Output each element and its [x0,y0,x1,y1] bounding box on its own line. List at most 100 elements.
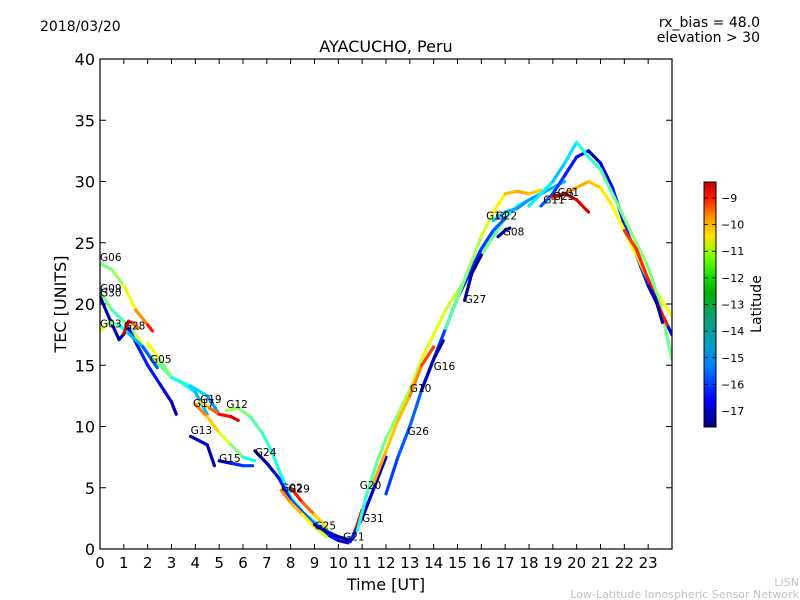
series-segment [539,192,555,208]
series-segment [396,388,412,416]
satellite-label: G17 [193,398,215,410]
satellite-label: G27 [465,294,487,306]
series-segment [372,455,388,490]
series-segment [188,434,202,443]
series-segment [241,455,257,463]
colorbar-label: Latitude [749,275,765,333]
series-segment [205,415,221,435]
date-label: 2018/03/20 [40,19,121,35]
y-tick-label: 0 [85,540,95,559]
series-segment [384,418,400,453]
x-tick-label: 11 [353,554,372,572]
series-segment [420,345,436,367]
series-segment [443,296,460,331]
satellite-label: G12 [226,399,248,411]
y-tick-label: 20 [75,295,95,314]
series-G16 [420,339,445,392]
satellite-label: G10 [410,383,432,395]
series-G29 [289,486,329,529]
series-segment [360,486,376,520]
series-segment [324,532,340,543]
satellite-label: G15 [219,453,241,465]
x-tick-label: 10 [329,554,348,572]
series-G10 [372,345,436,484]
series-segment [110,308,126,323]
series-segment [575,140,591,159]
series-segment [146,341,162,361]
series-segment [169,400,178,416]
series-segment [479,228,495,251]
x-tick-label: 1 [119,554,129,572]
rx-bias-label: rx_bias = 48.0 [659,15,760,31]
satellite-label: G28 [124,321,146,333]
colorbar-tick-label: −13 [721,299,744,312]
series-segment [134,308,150,327]
series-segment [260,431,274,453]
series-segment [122,284,138,312]
series-segment [336,538,350,545]
series-segment [131,322,140,331]
x-tick-label: 12 [376,554,395,572]
series-segment [236,406,252,419]
satellite-label: G26 [407,426,429,438]
series-segment [551,161,567,184]
series-segment [100,295,112,321]
series-segment [372,449,388,484]
x-tick-label: 19 [543,554,562,572]
series-segment [217,459,233,465]
series-segment [646,284,657,300]
series-segment [634,241,650,269]
series-segment [146,363,162,386]
series-segment [408,363,424,398]
series-segment [122,319,131,335]
series-segment [277,476,293,502]
series-segment [205,443,216,468]
series-segment [136,345,150,367]
satellite-label: G05 [150,354,172,366]
series-segment [443,290,460,312]
satellite-label: G01 [558,187,580,199]
series-G01 [551,192,591,214]
colorbar-tick-label: −17 [721,405,744,418]
y-tick-label: 35 [75,111,95,130]
series-segment [229,415,240,422]
satellite-label: G08 [503,226,525,238]
series-G26 [384,216,507,496]
x-tick-label: 13 [400,554,419,572]
series-segment [100,320,112,333]
series-segment [384,455,400,496]
series-segment [408,357,424,392]
x-tick-label: 21 [591,554,610,572]
satellite-label: G11 [543,195,565,207]
series-G14 [443,188,543,331]
x-tick-label: 17 [496,554,515,572]
x-tick-label: 3 [167,554,177,572]
series-segment [146,323,155,333]
footer-network: Low-Latitude Ionospheric Sensor Network [570,588,799,600]
series-G19 [198,400,240,422]
series-segment [408,388,424,429]
series-layer [100,140,672,545]
elevation-label: elevation > 30 [657,30,760,46]
x-tick-label: 6 [238,554,248,572]
series-segment [300,500,317,517]
series-segment [188,384,209,398]
series-G13 [188,434,216,468]
x-tick-label: 20 [567,554,586,572]
series-segment [610,192,626,220]
series-segment [300,513,317,529]
series-G08 [496,226,512,239]
series-segment [598,161,615,190]
x-tick-label: 9 [310,554,320,572]
series-segment [563,192,579,202]
series-segment [365,461,379,496]
series-segment [470,253,483,275]
satellite-label: G22 [496,210,517,222]
series-segment [224,406,240,413]
series-segment [463,271,474,302]
series-segment [622,228,638,251]
x-axis: 0 1 2 3 4 5 6 7 8 9 10 11 12 13 14 15 16 17 18 19 20 21 22 23 [95,59,658,572]
series-segment [289,500,305,517]
x-tick-label: 7 [262,554,272,572]
satellite-label: G16 [434,361,456,373]
